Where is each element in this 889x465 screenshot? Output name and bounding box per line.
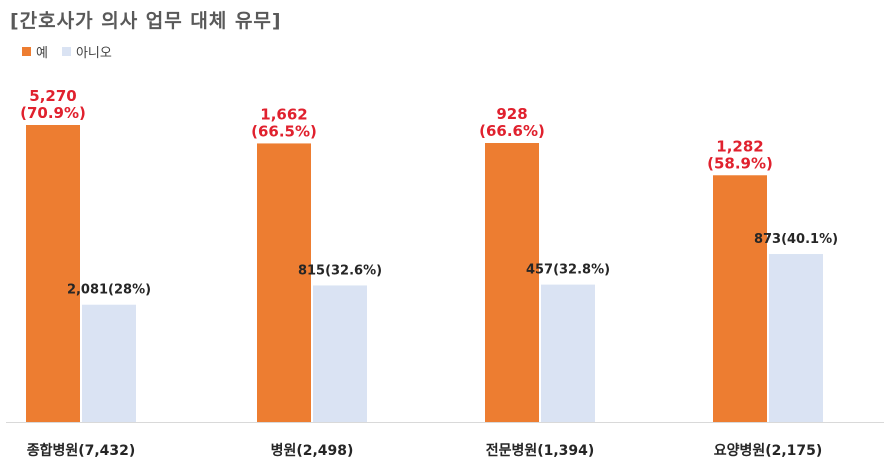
legend: 예 아니오: [22, 42, 126, 61]
bar-yes: [713, 175, 767, 422]
data-label-no: 815(32.6%): [298, 263, 382, 278]
legend-label-yes: 예: [36, 46, 48, 61]
bar-no: [769, 254, 823, 422]
bar-no: [313, 285, 367, 422]
x-tick-label: 병원(2,498): [271, 442, 354, 459]
legend-swatch-no: [61, 47, 71, 56]
x-tick-label: 종합병원(7,432): [27, 442, 136, 459]
legend-item-no: 아니오: [61, 42, 112, 61]
legend-swatch-yes: [22, 47, 31, 56]
chart-title: [간호사가 의사 업무 대체 유무]: [10, 10, 282, 32]
data-label-no: 873(40.1%): [754, 232, 838, 247]
bar-yes: [26, 125, 80, 422]
bar-no: [541, 284, 595, 422]
data-label-yes-count: 1,282: [716, 137, 763, 155]
data-label-yes-percent: (66.5%): [251, 122, 317, 140]
data-label-yes-count: 5,270: [29, 87, 76, 105]
legend-label-no: 아니오: [75, 46, 112, 61]
data-label-yes-percent: (70.9%): [20, 104, 86, 122]
data-label-yes-percent: (66.6%): [479, 122, 545, 140]
data-label-yes-percent: (58.9%): [707, 154, 773, 172]
x-tick-label: 요양병원(2,175): [714, 442, 823, 459]
legend-item-yes: 예: [22, 42, 48, 61]
x-tick-label: 전문병원(1,394): [486, 442, 595, 459]
data-label-yes-count: 1,662: [260, 105, 307, 123]
bar-yes: [257, 143, 311, 423]
data-label-no: 2,081(28%): [67, 283, 151, 298]
data-label-no: 457(32.8%): [526, 263, 610, 278]
bar-no: [82, 304, 136, 422]
data-label-yes-count: 928: [496, 105, 527, 123]
bar-yes: [485, 143, 539, 422]
